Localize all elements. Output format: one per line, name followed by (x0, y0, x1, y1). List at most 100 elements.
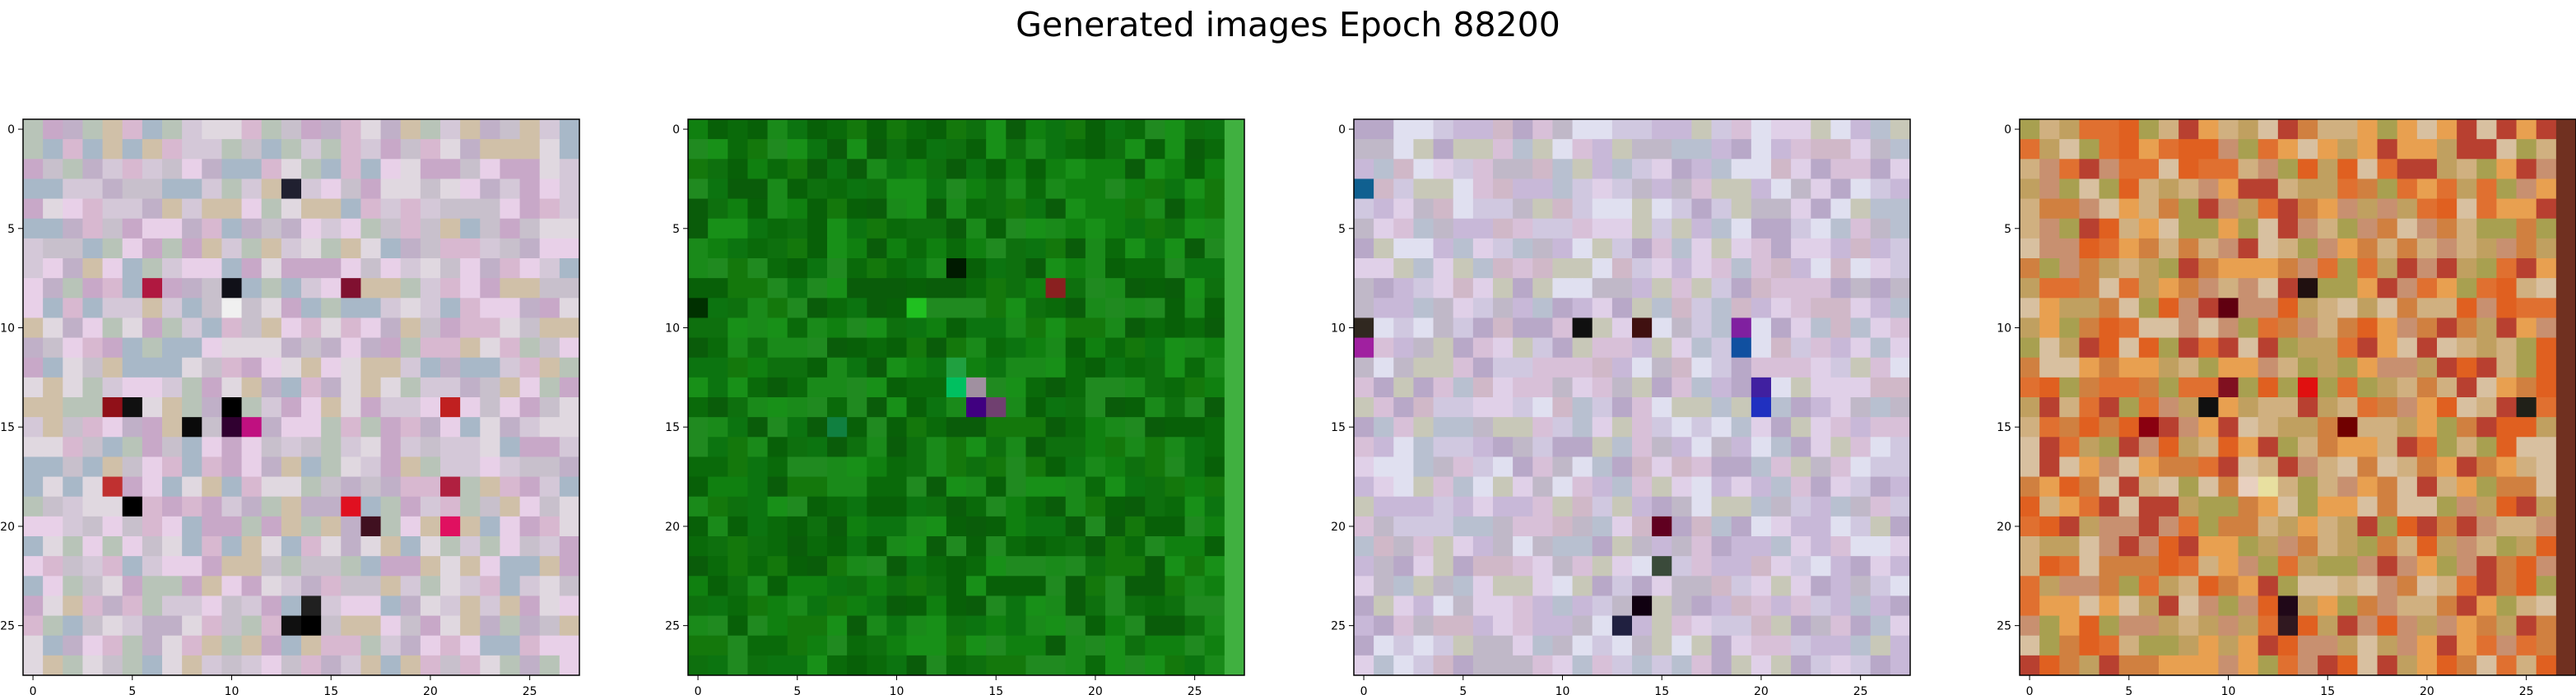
pixel-cell (539, 317, 560, 339)
pixel-cell (341, 298, 361, 318)
pixel-cell (2536, 476, 2557, 498)
pixel-cell (827, 516, 848, 537)
pixel-cell (2138, 536, 2160, 557)
pixel-cell (2357, 139, 2378, 160)
pixel-cell (1850, 278, 1872, 299)
pixel-cell (1006, 437, 1026, 457)
pixel-cell (1165, 655, 1186, 676)
pixel-cell (1711, 298, 1732, 318)
pixel-cell (1393, 337, 1414, 359)
pixel-cell (2377, 218, 2398, 239)
pixel-cell (2138, 655, 2160, 676)
pixel-cell (1393, 238, 1414, 259)
pixel-cell (480, 258, 500, 279)
pixel-cell (1145, 516, 1165, 537)
pixel-cell (221, 357, 243, 378)
pixel-cell (1532, 258, 1553, 279)
pixel-cell (1433, 178, 1454, 200)
pixel-cell (500, 397, 521, 418)
pixel-cell (1632, 516, 1653, 537)
pixel-cell (1751, 615, 1772, 637)
pixel-cell (827, 119, 848, 140)
pixel-cell (23, 317, 44, 339)
pixel-cell (539, 178, 560, 200)
pixel-cell (2118, 317, 2140, 339)
pixel-cell (122, 476, 143, 498)
pixel-cell (500, 516, 521, 537)
pixel-cell (261, 278, 282, 299)
pixel-cell (2337, 595, 2358, 617)
pixel-cell (2277, 476, 2299, 498)
pixel-cell (2059, 298, 2080, 318)
pixel-cell (2079, 397, 2100, 418)
pixel-cell (767, 635, 788, 656)
pixel-cell (747, 595, 769, 617)
pixel-cell (1811, 655, 1831, 676)
pixel-cell (1870, 437, 1891, 457)
pixel-cell (1552, 159, 1574, 179)
pixel-cell (182, 655, 202, 676)
pixel-cell (1691, 337, 1713, 359)
pixel-cell (261, 198, 282, 220)
pixel-cell (2257, 595, 2279, 617)
pixel-cell (2099, 278, 2120, 299)
pixel-cell (2138, 377, 2160, 398)
pixel-cell (2118, 417, 2140, 438)
pixel-cell (63, 198, 83, 220)
pixel-cell (1145, 556, 1165, 577)
pixel-cell (2020, 119, 2040, 140)
pixel-cell (1890, 238, 1911, 259)
pixel-cell (321, 218, 342, 239)
pixel-cell (2198, 456, 2219, 478)
pixel-cell (1354, 456, 1374, 478)
pixel-cell (1850, 377, 1872, 398)
pixel-cell (2277, 377, 2299, 398)
pixel-cell (1532, 357, 1553, 378)
pixel-cell (162, 397, 183, 418)
pixel-cell (2416, 258, 2438, 279)
pixel-cell (241, 139, 263, 160)
pixel-cell (221, 238, 243, 259)
pixel-cell (708, 278, 728, 299)
pixel-cell (221, 377, 243, 398)
pixel-cell (63, 377, 83, 398)
pixel-cell (1433, 337, 1454, 359)
pixel-cell (539, 655, 560, 676)
pixel-cell (2357, 456, 2378, 478)
pixel-cell (1611, 337, 1633, 359)
pixel-cell (2020, 437, 2040, 457)
pixel-cell (767, 595, 788, 617)
pixel-cell (182, 198, 202, 220)
pixel-cell (1751, 139, 1772, 160)
pixel-cell (847, 377, 867, 398)
pixel-cell (2357, 298, 2378, 318)
pixel-cell (1433, 576, 1454, 596)
pixel-cell (847, 298, 867, 318)
pixel-cell (886, 516, 908, 537)
pixel-cell (1374, 119, 1394, 140)
pixel-cell (1006, 258, 1026, 279)
pixel-cell (1513, 635, 1533, 656)
pixel-cell (380, 317, 402, 339)
pixel-cell (82, 437, 104, 457)
pixel-cell (1125, 417, 1146, 438)
pixel-cell (43, 516, 63, 537)
pixel-cell (1632, 556, 1653, 577)
pixel-cell (847, 516, 867, 537)
pixel-cell (500, 456, 521, 478)
pixel-cell (301, 417, 322, 438)
pixel-cell (1652, 615, 1672, 637)
pixel-cell (539, 437, 560, 457)
pixel-cell (2457, 476, 2477, 498)
pixel-cell (1552, 496, 1574, 517)
pixel-cell (2357, 317, 2378, 339)
pixel-cell (2476, 377, 2497, 398)
pixel-cell (420, 218, 441, 239)
pixel-cell (182, 417, 202, 438)
pixel-cell (1413, 198, 1434, 220)
pixel-cell (787, 278, 808, 299)
pixel-cell (926, 298, 947, 318)
pixel-cell (122, 655, 143, 676)
pixel-cell (539, 635, 560, 656)
pixel-cell (1592, 357, 1613, 378)
